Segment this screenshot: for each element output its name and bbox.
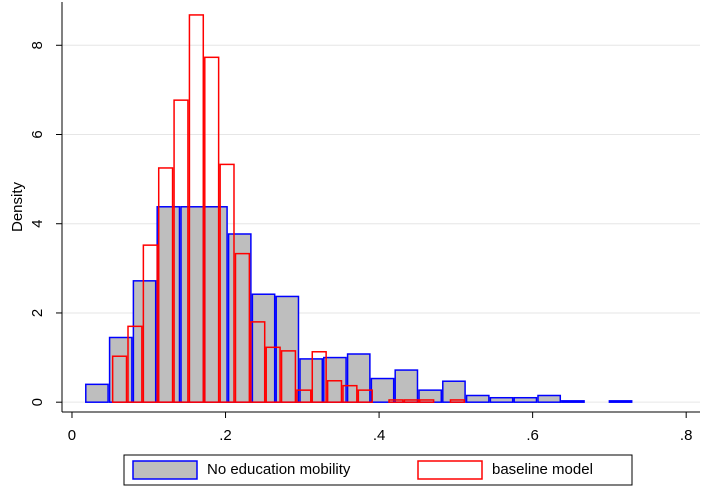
bar <box>513 396 538 403</box>
y-tick-label: 0 <box>29 398 46 406</box>
bar <box>127 325 143 403</box>
y-tick-label: 4 <box>29 220 46 228</box>
x-tick-label: .4 <box>373 427 386 444</box>
legend-swatch <box>417 460 483 480</box>
bar <box>111 355 128 403</box>
bar <box>311 351 327 403</box>
x-tick-label: .2 <box>219 427 232 444</box>
legend-label: baseline model <box>492 461 593 478</box>
bar <box>442 380 466 403</box>
bar <box>142 244 158 403</box>
bar <box>204 56 220 403</box>
bar <box>204 206 228 403</box>
bar <box>132 280 157 403</box>
legend: No education mobility baseline model <box>123 454 633 486</box>
bar <box>419 399 435 403</box>
bar <box>173 99 189 403</box>
bar <box>403 399 420 403</box>
bar <box>250 321 266 403</box>
bar <box>156 206 181 403</box>
bar <box>388 399 404 403</box>
bar <box>227 233 252 403</box>
bar <box>180 206 205 403</box>
bar <box>489 396 514 403</box>
x-tick-label: 0 <box>68 427 76 444</box>
bar <box>561 400 585 403</box>
bar <box>85 383 109 403</box>
legend-box <box>123 454 633 486</box>
bar <box>265 346 281 403</box>
bar <box>608 400 633 403</box>
bar <box>296 389 312 403</box>
bar <box>394 369 419 403</box>
bar <box>326 380 343 403</box>
bar <box>357 389 373 403</box>
bar <box>188 14 205 403</box>
bar <box>449 399 466 403</box>
y-tick-label: 8 <box>29 41 46 49</box>
x-tick-label: .8 <box>680 427 693 444</box>
y-tick-label: 2 <box>29 309 46 317</box>
y-axis-label: Density <box>9 181 26 232</box>
bar <box>219 163 235 403</box>
x-tick-label: .6 <box>526 427 539 444</box>
legend-label: No education mobility <box>207 461 351 478</box>
legend-swatch <box>132 460 198 480</box>
bar <box>157 167 174 403</box>
bar <box>537 394 562 403</box>
bar <box>234 252 251 403</box>
y-tick-label: 6 <box>29 130 46 138</box>
bar <box>370 377 395 403</box>
bar <box>342 384 358 403</box>
bar <box>251 293 276 403</box>
bar <box>465 394 490 403</box>
bar <box>280 350 297 403</box>
